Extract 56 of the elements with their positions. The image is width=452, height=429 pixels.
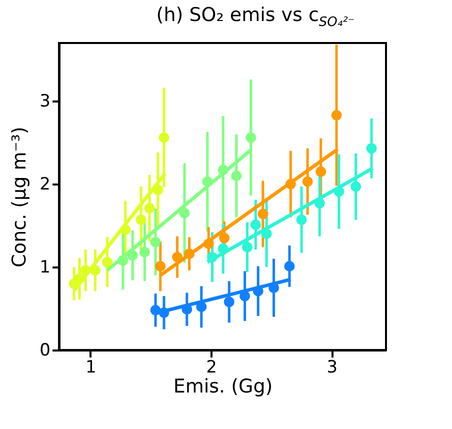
point xyxy=(139,246,150,258)
x-tick-label: 1 xyxy=(85,358,96,378)
point xyxy=(218,244,228,254)
point xyxy=(127,250,138,261)
point xyxy=(261,228,272,240)
point xyxy=(284,260,295,272)
point xyxy=(302,176,313,187)
point xyxy=(314,198,325,208)
point xyxy=(150,304,161,316)
point xyxy=(218,164,228,176)
point xyxy=(366,143,377,154)
y-tick-label: 2 xyxy=(40,174,50,195)
point xyxy=(246,132,256,143)
point xyxy=(316,166,326,177)
point xyxy=(231,170,242,181)
point xyxy=(350,181,362,192)
point xyxy=(152,184,164,196)
point xyxy=(118,255,128,266)
point xyxy=(136,214,146,225)
point xyxy=(74,273,85,284)
point xyxy=(331,110,342,120)
point xyxy=(184,248,195,259)
point xyxy=(202,176,213,187)
point xyxy=(207,252,218,262)
point xyxy=(258,208,268,220)
point xyxy=(150,236,161,248)
x-axis-title: Emis. (Gg) xyxy=(173,376,273,398)
y-tick-label: 3 xyxy=(40,92,50,112)
point xyxy=(144,202,155,214)
point xyxy=(102,256,113,268)
y-tick-label: 1 xyxy=(40,258,50,278)
point xyxy=(252,286,264,296)
point xyxy=(172,252,182,262)
point xyxy=(224,296,234,308)
chart-title: (h) SO₂ emis vs c$_{SO₄²⁻}$ xyxy=(155,4,356,30)
point xyxy=(285,178,296,190)
point xyxy=(203,238,214,250)
x-tick-label: 2 xyxy=(206,358,217,378)
point xyxy=(196,302,207,312)
point xyxy=(120,224,131,235)
point xyxy=(158,307,170,318)
point xyxy=(268,282,280,294)
point xyxy=(250,219,261,230)
x-tick-label: 3 xyxy=(326,358,338,378)
point xyxy=(179,208,190,218)
point xyxy=(334,186,344,197)
point xyxy=(296,214,307,225)
point xyxy=(219,232,230,244)
point xyxy=(242,242,252,252)
point xyxy=(80,265,91,276)
y-axis-title: Conc. (μg m⁻³) xyxy=(8,126,31,268)
point xyxy=(155,260,166,272)
point xyxy=(90,265,100,276)
point xyxy=(240,290,250,302)
point xyxy=(158,132,170,143)
y-tick-label: 0 xyxy=(40,340,50,360)
